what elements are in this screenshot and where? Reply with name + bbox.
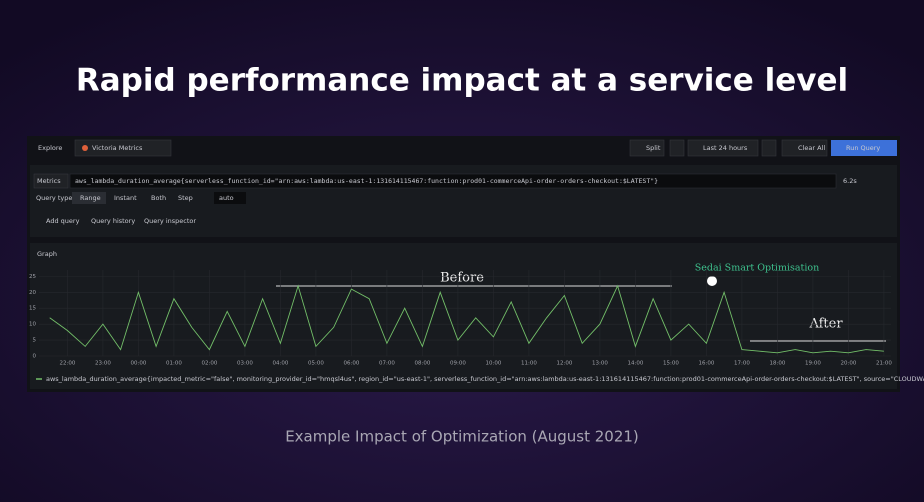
zoom-button[interactable] [761, 139, 777, 157]
x-tick-label: 03:00 [237, 361, 253, 367]
x-tick-label: 23:00 [95, 361, 111, 367]
y-tick-label: 10 [29, 322, 36, 328]
x-tick-label: 02:00 [201, 361, 217, 367]
x-tick-label: 08:00 [414, 361, 430, 367]
datasource-picker[interactable] [74, 139, 172, 157]
query-inspector[interactable]: Query inspector [144, 217, 196, 225]
x-tick-label: 09:00 [450, 361, 466, 367]
editor-mode[interactable] [33, 173, 69, 189]
y-tick-label: 0 [33, 354, 37, 360]
run-query-label: Run Query [846, 144, 880, 152]
type-option: Range [80, 194, 101, 202]
graph-panel [30, 243, 897, 389]
step-label: Step [178, 194, 193, 202]
type-range[interactable] [72, 192, 106, 204]
clear-label: Clear All [798, 144, 825, 152]
share-button[interactable] [669, 139, 685, 157]
x-tick-label: 14:00 [627, 361, 643, 367]
x-tick-label: 20:00 [840, 361, 856, 367]
datasource-name: Victoria Metrics [92, 144, 143, 152]
x-tick-label: 13:00 [592, 361, 608, 367]
x-tick-label: 18:00 [769, 361, 785, 367]
step-placeholder: auto [219, 194, 234, 202]
legend-entry[interactable]: aws_lambda_duration_average{impacted_met… [46, 375, 924, 383]
annotation: Sedai Smart Optimisation [695, 263, 820, 274]
x-tick-label: 16:00 [698, 361, 714, 367]
x-tick-label: 06:00 [343, 361, 359, 367]
series-line [49, 284, 884, 354]
x-tick-label: 22:00 [59, 361, 75, 367]
step-input[interactable] [214, 192, 246, 204]
query-input[interactable] [69, 173, 837, 189]
time-picker[interactable] [687, 139, 759, 157]
x-tick-label: 07:00 [379, 361, 395, 367]
y-tick-label: 15 [29, 306, 36, 312]
clear-button[interactable] [781, 139, 828, 157]
type-option[interactable]: Both [151, 194, 166, 202]
slide-title: Rapid performance impact at a service le… [76, 63, 848, 99]
x-tick-label: 04:00 [272, 361, 288, 367]
caption: Example Impact of Optimization (August 2… [285, 428, 639, 446]
query-history[interactable]: Query history [91, 217, 135, 225]
type-option[interactable]: Instant [114, 194, 137, 202]
x-tick-label: 12:00 [556, 361, 572, 367]
optimisation-marker [707, 276, 717, 286]
x-tick-label: 19:00 [805, 361, 821, 367]
y-tick-label: 5 [33, 338, 37, 344]
run-query-button[interactable] [831, 140, 897, 156]
x-tick-label: 00:00 [130, 361, 146, 367]
y-tick-label: 25 [29, 274, 36, 280]
annotation: Before [440, 271, 484, 286]
x-tick-label: 15:00 [663, 361, 679, 367]
x-tick-label: 10:00 [485, 361, 501, 367]
x-tick-label: 21:00 [876, 361, 892, 367]
query-expression: aws_lambda_duration_average{serverless_f… [75, 177, 658, 185]
x-tick-label: 17:00 [734, 361, 750, 367]
graph-title: Graph [37, 250, 57, 258]
x-tick-label: 11:00 [521, 361, 537, 367]
query-type-label: Query type [36, 194, 72, 202]
x-tick-label: 05:00 [308, 361, 324, 367]
split-button[interactable] [629, 139, 665, 157]
editor-mode-label: Metrics [37, 177, 61, 185]
split-label: Split [646, 144, 661, 152]
datasource-icon [82, 145, 88, 151]
time-range: Last 24 hours [703, 144, 748, 152]
explore-title: Explore [38, 144, 62, 152]
add-query[interactable]: Add query [46, 217, 80, 225]
y-tick-label: 20 [29, 290, 36, 296]
query-duration: 6.2s [843, 177, 857, 185]
x-tick-label: 01:00 [166, 361, 182, 367]
